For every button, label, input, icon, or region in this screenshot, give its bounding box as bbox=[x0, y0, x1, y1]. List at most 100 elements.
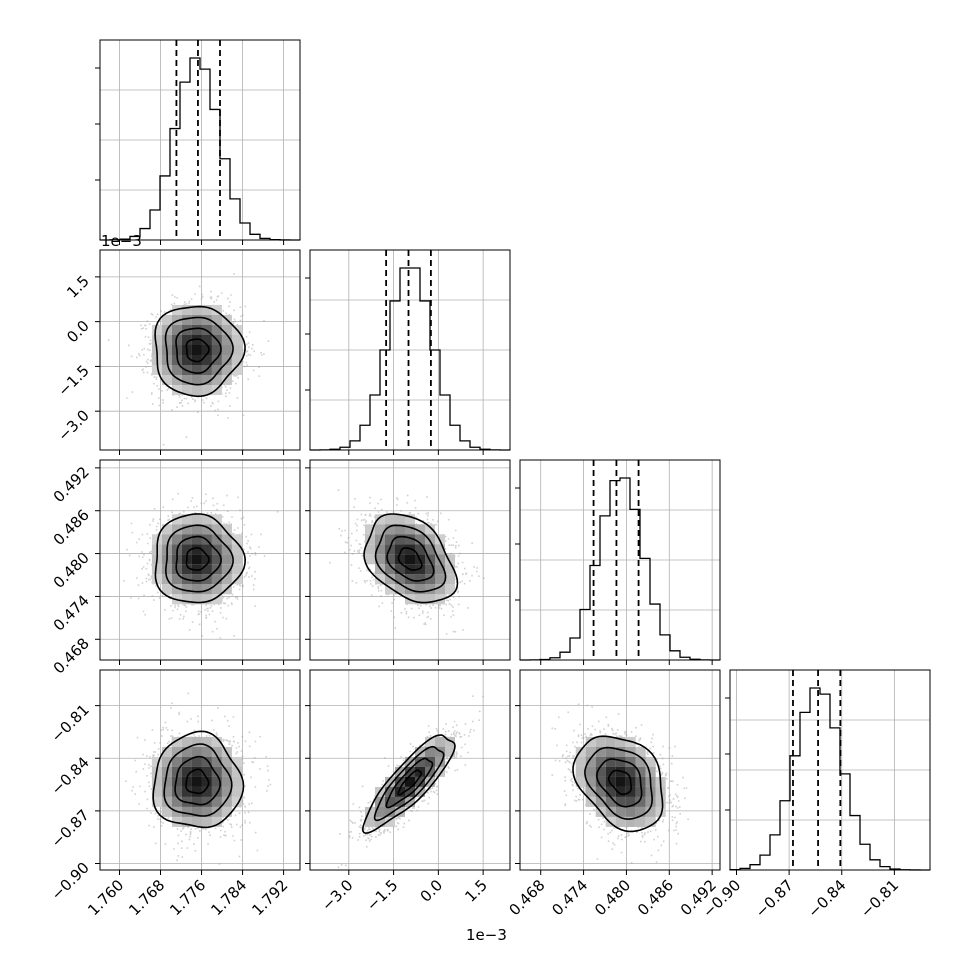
density-cell bbox=[395, 796, 405, 807]
contour-line bbox=[363, 513, 459, 604]
density-cell bbox=[211, 574, 222, 585]
density-cell bbox=[161, 806, 172, 817]
histogram-panel bbox=[515, 459, 721, 661]
density-cell bbox=[385, 806, 395, 817]
density-cell bbox=[171, 776, 182, 787]
density-cell bbox=[201, 554, 212, 565]
density-cell bbox=[415, 776, 425, 787]
density-cell bbox=[221, 345, 232, 355]
density-cell bbox=[191, 325, 202, 335]
density-cell bbox=[231, 355, 242, 365]
scatter-panel bbox=[99, 669, 301, 871]
density-cell bbox=[395, 544, 405, 555]
density-cell bbox=[605, 736, 616, 747]
y-tick-label: −0.81 bbox=[48, 701, 93, 746]
density-cell bbox=[221, 524, 232, 535]
axes-frame bbox=[99, 39, 301, 241]
density-cell bbox=[181, 524, 192, 535]
x-tick-label: −0.81 bbox=[857, 876, 902, 921]
density-cell bbox=[221, 325, 232, 335]
contour-line bbox=[154, 305, 246, 397]
density-cell bbox=[151, 786, 162, 797]
density-cell bbox=[585, 796, 596, 807]
density-cell bbox=[625, 786, 636, 797]
contour-line bbox=[572, 735, 664, 833]
density-cell bbox=[435, 736, 445, 747]
x-tick-label: 0.468 bbox=[505, 876, 548, 919]
density-cell bbox=[625, 756, 636, 767]
density-cell bbox=[201, 746, 212, 757]
density-cell bbox=[171, 796, 182, 807]
density-cell bbox=[201, 776, 212, 787]
density-cell bbox=[211, 756, 222, 767]
density-cell bbox=[615, 756, 626, 767]
density-cell bbox=[171, 534, 182, 545]
density-cell bbox=[365, 524, 375, 535]
density-cell bbox=[575, 766, 586, 777]
density-cell bbox=[615, 746, 626, 757]
y-scale-label: 1e−3 bbox=[101, 232, 142, 250]
density-cell bbox=[231, 766, 242, 777]
x-tick-label: 0.474 bbox=[548, 876, 591, 919]
contour-line bbox=[154, 513, 247, 604]
density-cell bbox=[191, 315, 202, 325]
density-cell bbox=[231, 554, 242, 565]
density-cell bbox=[151, 365, 162, 375]
contour-line bbox=[175, 535, 222, 582]
y-tick-label: −0.90 bbox=[48, 859, 93, 904]
contour-line bbox=[373, 745, 445, 822]
density-cell bbox=[655, 806, 666, 817]
density-cell bbox=[201, 806, 212, 817]
y-tick-label: −3.0 bbox=[54, 406, 92, 444]
density-cell bbox=[221, 534, 232, 545]
density-cell bbox=[161, 756, 172, 767]
density-cell bbox=[181, 544, 192, 555]
density-cell bbox=[615, 786, 626, 797]
density-cell bbox=[615, 806, 626, 817]
density-layer bbox=[125, 692, 272, 865]
density-cell bbox=[425, 574, 435, 585]
density-cell bbox=[395, 564, 405, 575]
density-cell bbox=[151, 776, 162, 787]
density-cell bbox=[625, 816, 636, 827]
density-cell bbox=[171, 375, 182, 385]
density-cell bbox=[201, 584, 212, 595]
density-cell bbox=[211, 365, 222, 375]
x-scale-label: 1e−3 bbox=[466, 926, 507, 944]
density-cell bbox=[171, 736, 182, 747]
density-cell bbox=[605, 776, 616, 787]
density-cell bbox=[161, 534, 172, 545]
density-cell bbox=[181, 514, 192, 525]
density-cell bbox=[211, 305, 222, 315]
density-cell bbox=[211, 385, 222, 395]
density-cell bbox=[385, 514, 395, 525]
density-cell bbox=[201, 544, 212, 555]
density-cell bbox=[191, 375, 202, 385]
density-cell bbox=[585, 776, 596, 787]
density-cell bbox=[211, 554, 222, 565]
density-cell bbox=[395, 514, 405, 525]
density-cell bbox=[595, 736, 606, 747]
density-cell bbox=[605, 786, 616, 797]
density-layer bbox=[329, 489, 485, 635]
density-cell bbox=[191, 544, 202, 555]
contour-line bbox=[385, 757, 434, 809]
density-cell bbox=[435, 756, 445, 767]
density-cell bbox=[201, 796, 212, 807]
density-cell bbox=[385, 524, 395, 535]
density-cell bbox=[221, 796, 232, 807]
density-cell bbox=[375, 554, 385, 565]
density-cell bbox=[395, 766, 405, 777]
scatter-panel bbox=[99, 459, 301, 661]
axes-frame bbox=[519, 459, 721, 661]
density-cell bbox=[625, 796, 636, 807]
density-cell bbox=[405, 534, 415, 545]
density-cell bbox=[151, 534, 162, 545]
density-layer bbox=[551, 703, 689, 864]
density-cell bbox=[181, 594, 192, 605]
density-cell bbox=[435, 564, 445, 575]
x-tick-label: 0.0 bbox=[417, 876, 447, 906]
density-cell bbox=[405, 756, 415, 767]
density-cell bbox=[211, 776, 222, 787]
density-cell bbox=[585, 746, 596, 757]
